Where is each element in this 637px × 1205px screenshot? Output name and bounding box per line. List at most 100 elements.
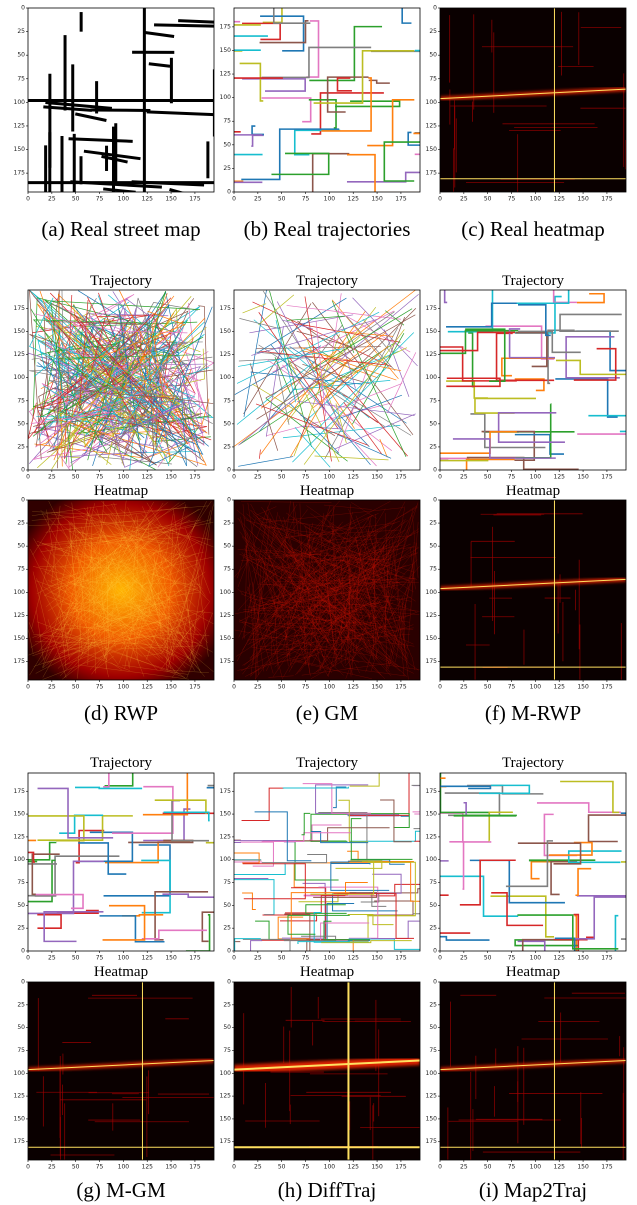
x-tick-label: 75 [508,1164,516,1171]
y-tick-label: 0 [227,189,231,196]
y-tick-label: 75 [223,1047,231,1054]
x-tick-label: 125 [142,955,154,962]
panel: 0 0 25 25 50 50 75 75 100 100 125 125 150 150 175 175 [426,497,627,691]
path-line [333,506,337,664]
path-line [326,76,369,113]
panel-content [440,982,626,1160]
x-tick-label: 175 [395,474,407,481]
path-line [261,506,349,630]
y-tick-label: 100 [220,856,232,863]
path-line [38,562,112,652]
path-line [120,509,156,540]
path-line [298,536,315,605]
path-line [246,545,393,613]
caption: (f) M-RWP [485,701,581,725]
path-line [326,903,371,942]
y-tick-label: 175 [14,170,26,177]
path-line [296,521,344,570]
path-line [242,863,306,900]
path-line [266,564,320,672]
path-line [288,402,340,454]
path-line [88,543,109,630]
caption: (h) DiffTraj [278,1178,377,1202]
caption: (c) Real heatmap [461,217,604,241]
path-line [122,664,189,675]
path-line [283,539,391,658]
path-line [61,609,136,653]
path-line [40,532,159,553]
path-line [277,916,304,940]
path-line [35,624,129,674]
panel-bg [440,982,626,1160]
path-line [237,549,391,567]
panel-frame [27,7,215,193]
path-line [361,562,410,669]
path-line [31,503,117,516]
path-line [298,581,311,674]
y-tick-label: 0 [227,948,231,955]
x-tick-label: 150 [165,684,177,691]
path-line [250,940,263,951]
path-line [283,522,314,648]
path-line [240,593,338,632]
path-line [143,30,175,38]
path-line [128,557,158,667]
x-tick-label: 0 [438,196,442,203]
panel-content [440,500,626,680]
y-tick-label: 125 [426,1093,438,1100]
x-tick-label: 0 [26,955,30,962]
path-line [33,313,188,334]
y-tick-label: 75 [17,397,25,404]
path-line [336,330,394,337]
path-line [53,341,185,436]
panel-title: Heatmap [300,964,354,980]
path-line [262,590,309,644]
path-line [240,553,321,562]
path-line [195,555,209,657]
path-line [129,536,151,571]
path-line [97,622,109,678]
path-line [255,512,278,627]
path-line [356,561,377,618]
panel-frame [439,772,627,952]
path-line [303,544,387,653]
path-line [102,521,135,578]
path-line [107,290,166,419]
path-line [306,20,320,78]
path-line [261,854,328,864]
path-line [247,559,406,646]
path-line [308,614,361,634]
path-line [555,359,626,376]
x-tick-label: 150 [165,955,177,962]
x-tick-label: 25 [48,196,56,203]
path-line [35,580,182,633]
path-line [307,539,411,582]
path-line [88,517,106,565]
path-line [42,507,92,668]
x-tick-label: 0 [232,955,236,962]
path-line [285,505,331,640]
path-line [142,553,172,670]
path-line [380,629,410,655]
x-tick-label: 50 [278,474,286,481]
path-line [28,863,57,897]
x-tick-label: 100 [118,684,130,691]
path-line [257,630,265,672]
path-line [286,556,311,677]
path-line [340,577,401,650]
path-line [265,579,288,638]
caption: (d) RWP [84,701,158,725]
y-tick-label: 25 [17,443,25,450]
y-tick-label: 100 [220,374,232,381]
y-tick-label: 150 [220,811,232,818]
path-line [269,595,403,604]
path-line [61,290,97,359]
path-line [267,553,324,557]
path-line [28,610,144,656]
path-line [349,773,380,787]
path-line [447,290,494,333]
path-line [386,563,414,669]
path-line [134,536,158,557]
path-line [380,799,412,843]
y-tick-label: 0 [433,497,437,504]
